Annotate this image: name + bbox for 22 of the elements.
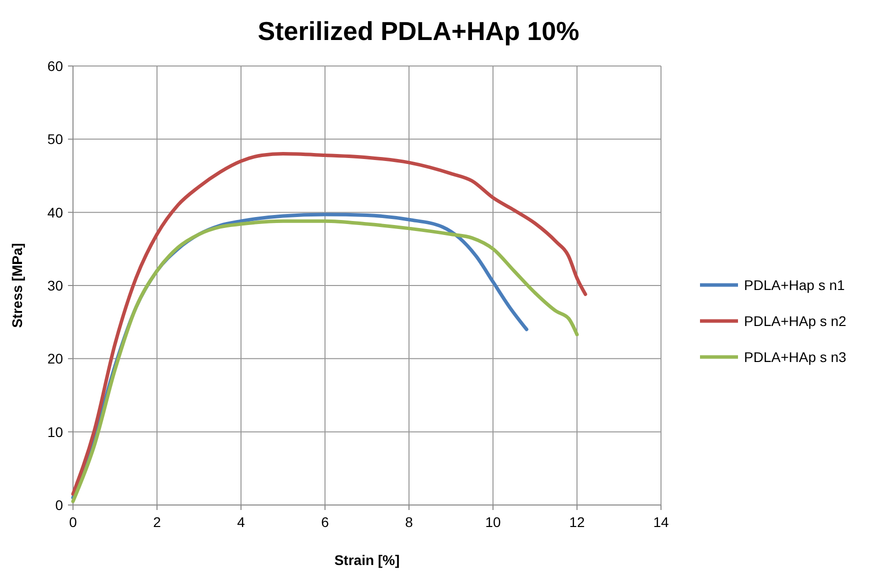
x-tick-label: 8 [405,514,414,530]
y-tick-label: 20 [47,350,64,367]
x-axis-title: Strain [%] [334,552,400,568]
legend-label: PDLA+HAp s n2 [744,313,847,329]
y-tick-label: 30 [47,278,64,294]
y-tick-label: 40 [47,204,64,220]
legend-label: PDLA+HAp s n3 [744,349,847,365]
chart-title: Sterilized PDLA+HAp 10% [258,16,580,46]
x-tick-label: 2 [153,514,162,530]
line-series [71,152,588,496]
x-tick-label: 4 [237,514,246,530]
y-tick-label: 0 [55,497,64,513]
y-tick-label: 10 [47,424,64,440]
y-tick-label: 50 [47,131,64,148]
x-tick-label: 0 [69,514,78,530]
x-tick-label: 14 [653,514,669,530]
x-tick-label: 10 [485,514,501,530]
x-tick-label: 12 [569,514,585,530]
x-tick-label: 6 [321,514,330,530]
y-tick-label: 60 [47,58,64,74]
legend-label: PDLA+Hap s n1 [744,277,845,293]
y-axis-title: Stress [MPa] [9,243,25,328]
